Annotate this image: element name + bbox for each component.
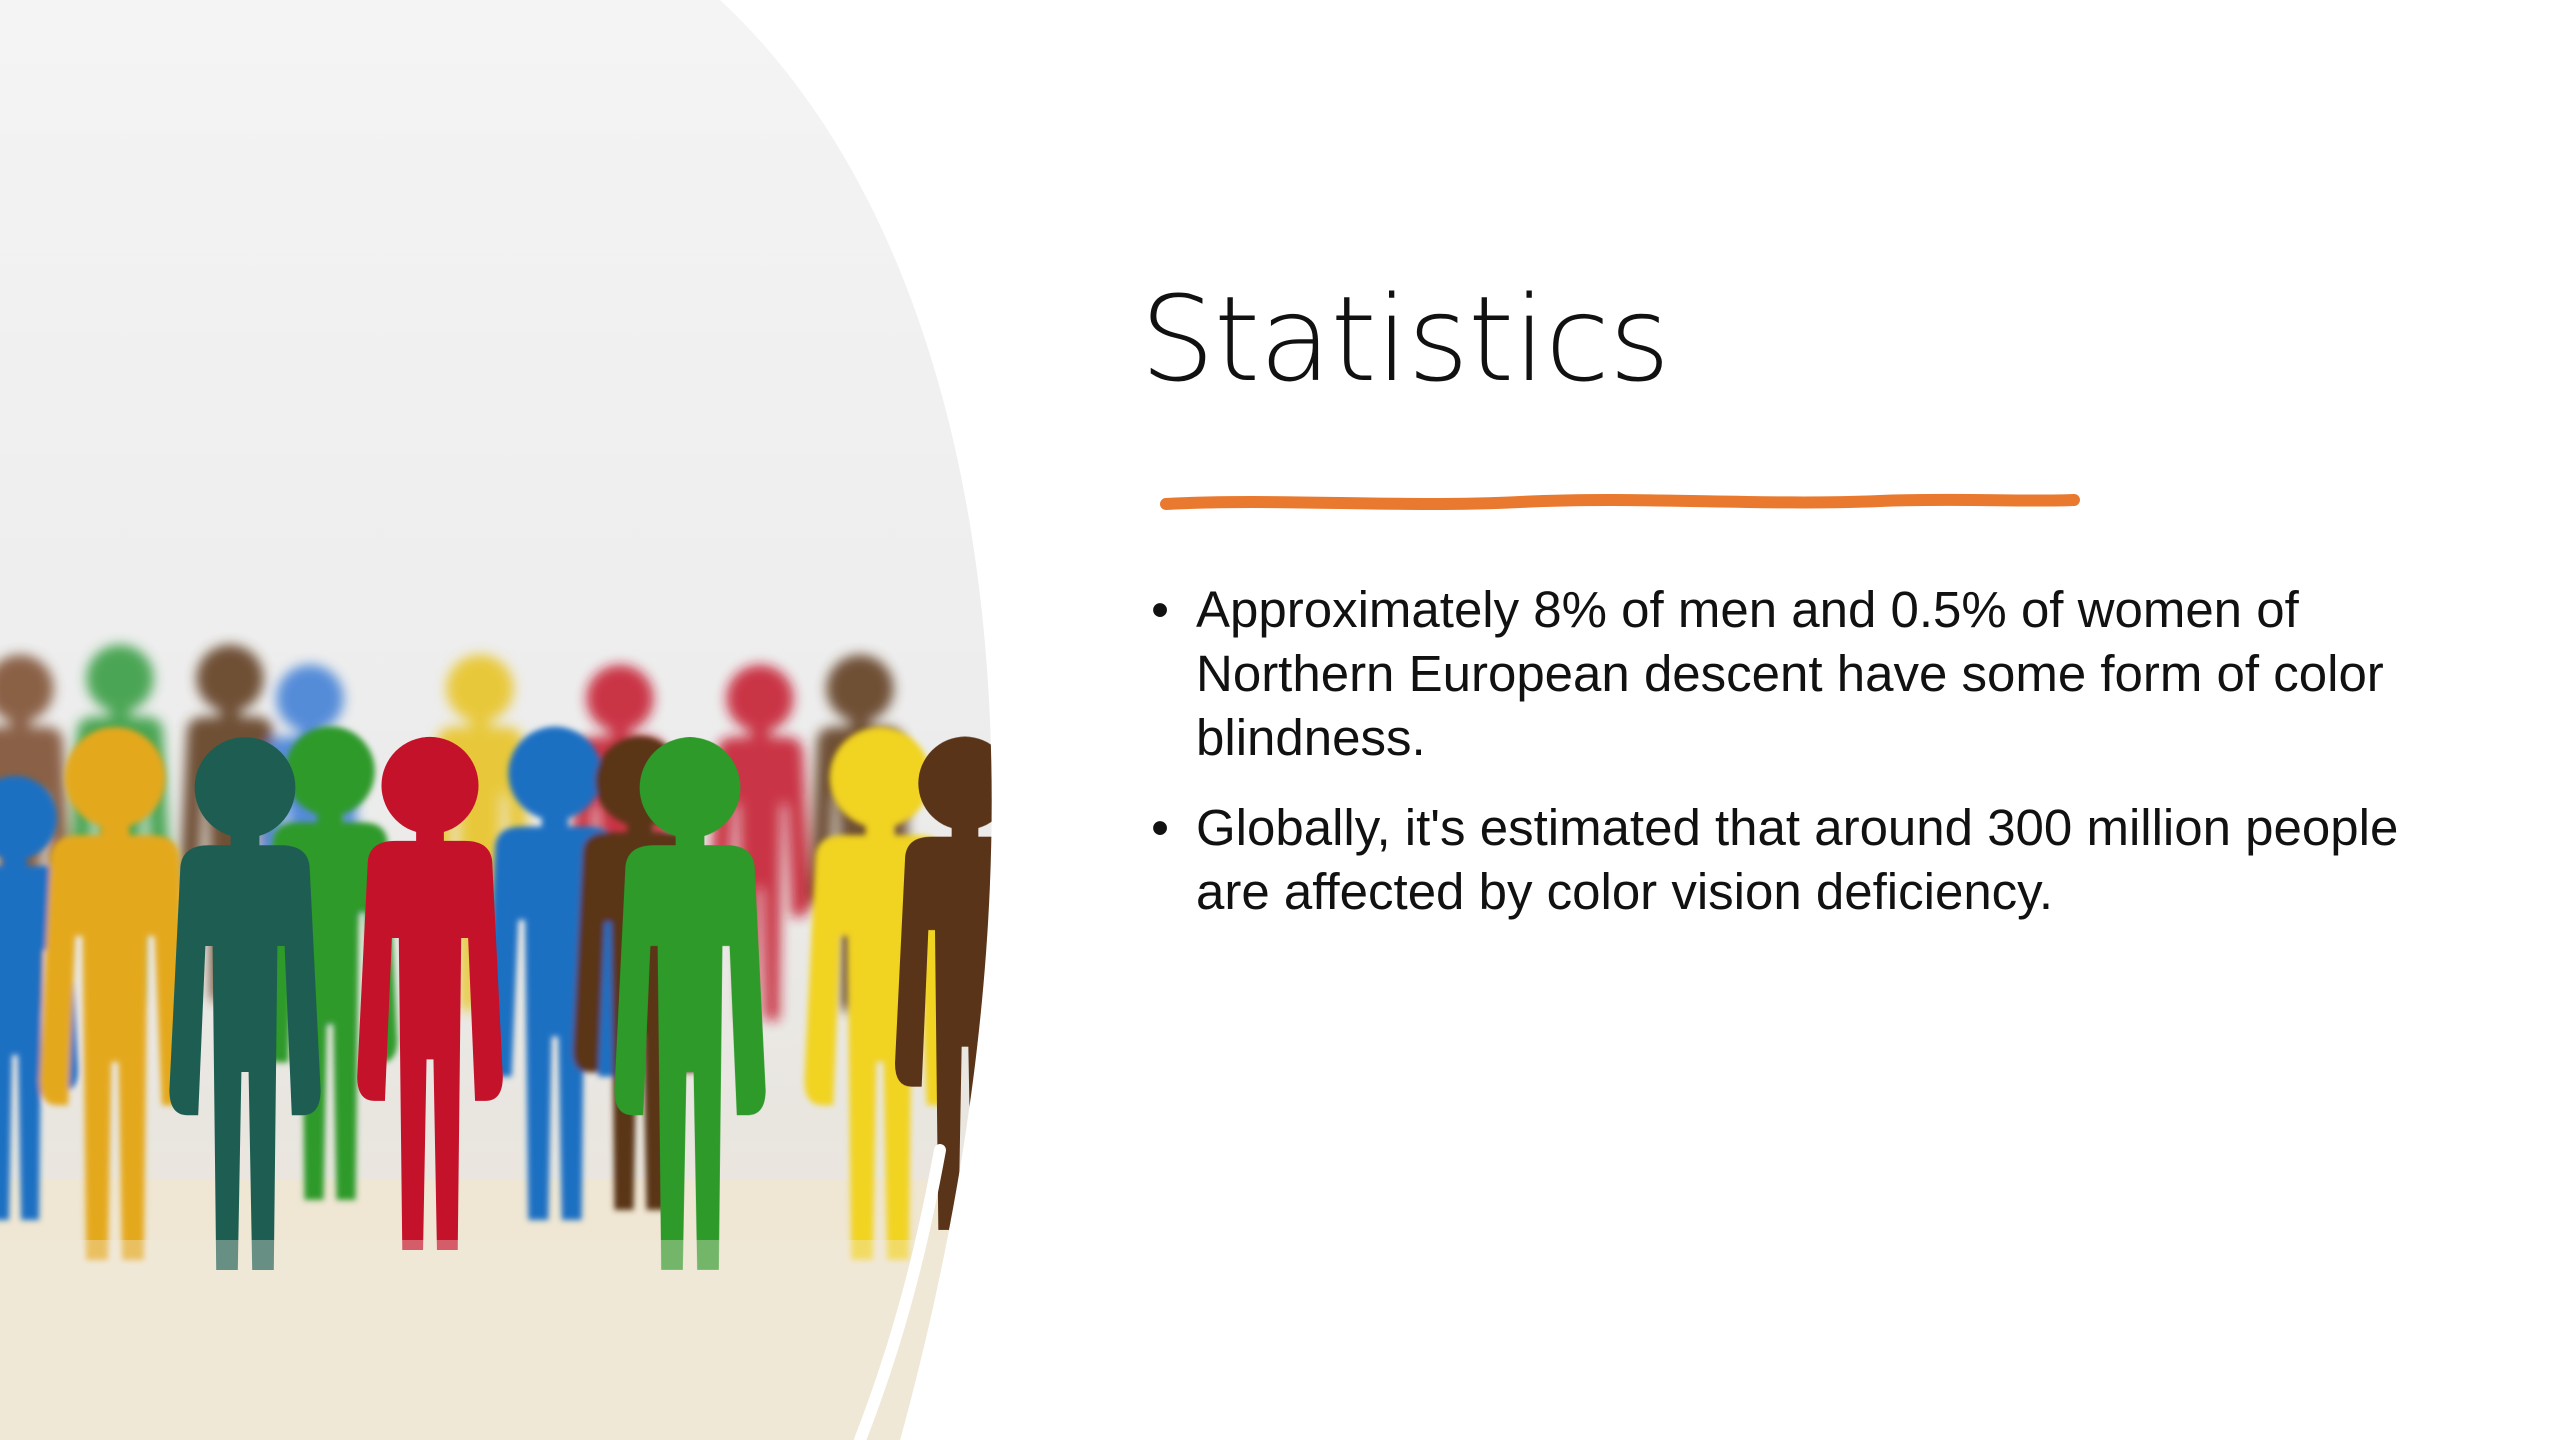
slide-title: Statistics [1140, 270, 1670, 408]
people-figures-image [0, 0, 992, 1440]
bullet-text: Globally, it's estimated that around 300… [1196, 799, 2399, 920]
bullet-item: • Globally, it's estimated that around 3… [1140, 796, 2440, 924]
content-area: Statistics • Approximately 8% of men and… [1140, 0, 2440, 1440]
bullet-item: • Approximately 8% of men and 0.5% of wo… [1140, 578, 2440, 770]
bullet-marker: • [1151, 799, 1169, 856]
title-underline-accent [1160, 493, 2080, 510]
bullet-marker: • [1151, 581, 1169, 638]
bullet-text: Approximately 8% of men and 0.5% of wome… [1196, 581, 2384, 766]
bullet-list: • Approximately 8% of men and 0.5% of wo… [1140, 578, 2440, 950]
